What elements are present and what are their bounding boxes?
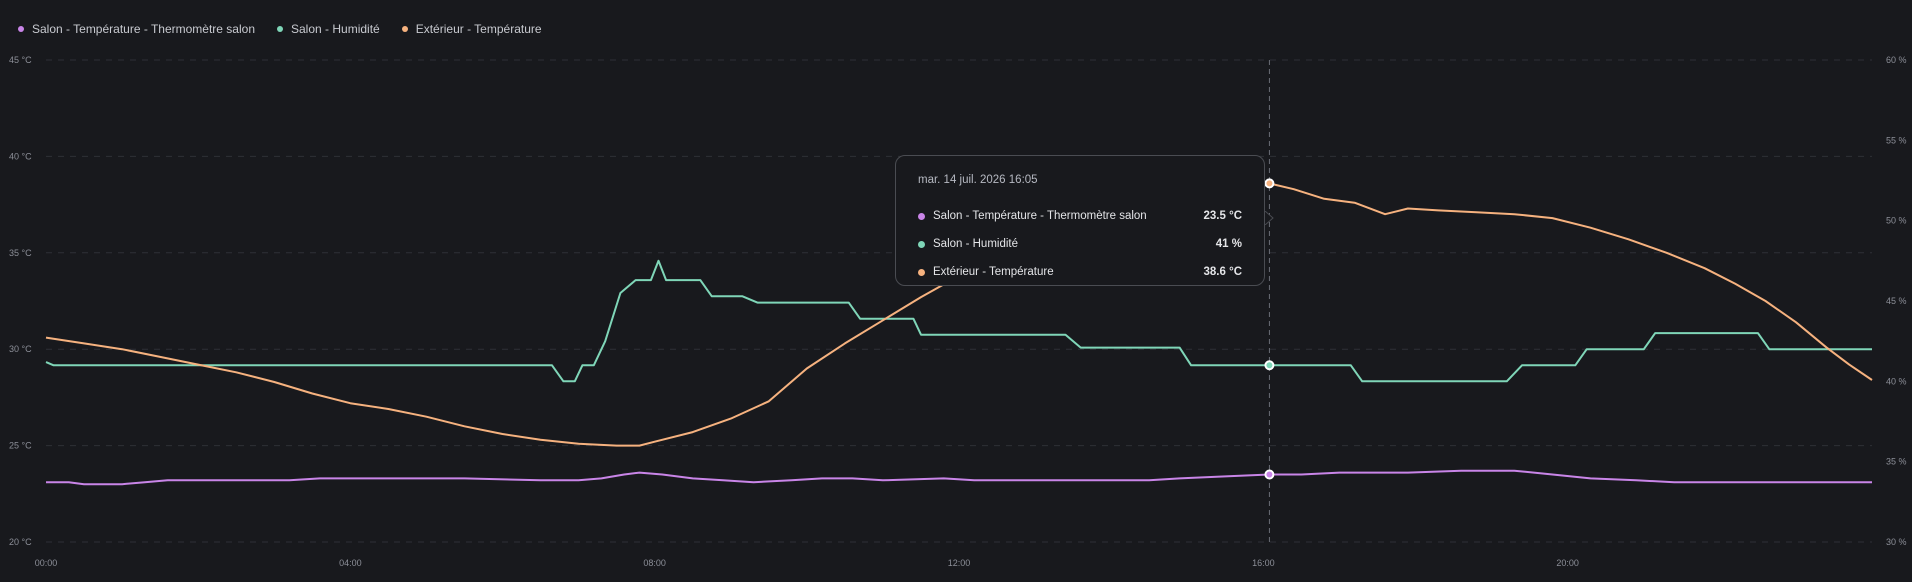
- y-right-tick-label: 60 %: [1886, 55, 1907, 65]
- y-right-tick-label: 30 %: [1886, 537, 1907, 547]
- y-right-tick-label: 40 %: [1886, 376, 1907, 386]
- tooltip-row-value: 23.5 °C: [1203, 210, 1242, 222]
- tooltip-row-label: Extérieur - Température: [933, 266, 1054, 278]
- tooltip-row-salon-temperature: Salon - Température - Thermomètre salon …: [918, 202, 1242, 230]
- tooltip-row-exterior-temperature: Extérieur - Température 38.6 °C: [918, 258, 1242, 286]
- legend-dot-icon: [401, 26, 408, 32]
- y-left-tick-label: 35 °C: [9, 248, 32, 258]
- x-tick-label: 08:00: [643, 558, 666, 568]
- x-tick-label: 00:00: [35, 558, 58, 568]
- tooltip-row-label: Salon - Température - Thermomètre salon: [933, 210, 1147, 222]
- tooltip-row-label: Salon - Humidité: [933, 238, 1019, 250]
- hover-point-exterior-temperature: [1264, 178, 1275, 189]
- tooltip-row-salon-humidity: Salon - Humidité 41 %: [918, 230, 1242, 258]
- y-left-tick-label: 30 °C: [9, 344, 32, 354]
- chart-legend: Salon - Température - Thermomètre salon …: [18, 22, 542, 36]
- legend-dot-icon: [18, 26, 24, 32]
- x-tick-label: 12:00: [948, 558, 971, 568]
- tooltip-dot-icon: [918, 268, 925, 276]
- y-right-tick-label: 45 %: [1886, 296, 1907, 306]
- x-tick-label: 04:00: [339, 558, 362, 568]
- x-tick-label: 20:00: [1556, 558, 1579, 568]
- y-left-tick-label: 25 °C: [9, 441, 32, 451]
- tooltip-row-value: 38.6 °C: [1203, 266, 1242, 278]
- hover-point-salon-humidity: [1264, 360, 1275, 371]
- tooltip-dot-icon: [918, 240, 925, 248]
- legend-label: Extérieur - Température: [415, 22, 542, 36]
- chart-tooltip: mar. 14 juil. 2026 16:05 Salon - Tempéra…: [895, 155, 1265, 286]
- legend-item-salon-temperature[interactable]: Salon - Température - Thermomètre salon: [18, 22, 255, 36]
- y-left-tick-label: 20 °C: [9, 537, 32, 547]
- tooltip-dot-icon: [918, 212, 925, 220]
- series-line-salon-temperature: [46, 469, 1872, 486]
- y-left-tick-label: 40 °C: [9, 151, 32, 161]
- hover-point-salon-temperature: [1264, 469, 1275, 480]
- legend-label: Salon - Humidité: [291, 22, 380, 36]
- y-right-tick-label: 55 %: [1886, 135, 1907, 145]
- x-tick-label: 16:00: [1252, 558, 1275, 568]
- legend-item-exterior-temperature[interactable]: Extérieur - Température: [401, 22, 542, 36]
- tooltip-row-value: 41 %: [1215, 238, 1242, 250]
- legend-dot-icon: [277, 26, 283, 32]
- legend-label: Salon - Température - Thermomètre salon: [32, 22, 255, 36]
- y-left-tick-label: 45 °C: [9, 55, 32, 65]
- series-line-salon-humidity: [45, 259, 1872, 383]
- y-right-tick-label: 35 %: [1886, 457, 1907, 467]
- tooltip-timestamp: mar. 14 juil. 2026 16:05: [918, 174, 1038, 186]
- tooltip-arrow-icon: [1265, 211, 1274, 225]
- legend-item-salon-humidity[interactable]: Salon - Humidité: [277, 22, 380, 36]
- y-right-tick-label: 50 %: [1886, 216, 1907, 226]
